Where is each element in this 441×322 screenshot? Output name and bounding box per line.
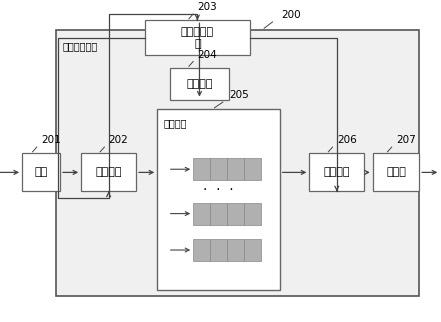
Text: 201: 201 xyxy=(41,136,61,146)
Bar xyxy=(244,203,261,225)
Text: 200: 200 xyxy=(281,10,301,20)
Bar xyxy=(81,153,136,191)
Text: 206: 206 xyxy=(337,136,356,146)
Bar xyxy=(244,158,261,180)
Bar xyxy=(244,239,261,261)
Text: 报文: 报文 xyxy=(34,167,48,177)
Text: 存储报文: 存储报文 xyxy=(95,167,122,177)
Bar xyxy=(210,158,227,180)
Text: 缓存资源管
理: 缓存资源管 理 xyxy=(181,27,214,49)
Bar xyxy=(309,153,364,191)
Text: 队列调度: 队列调度 xyxy=(324,167,350,177)
Text: 207: 207 xyxy=(396,136,416,146)
Bar xyxy=(157,109,280,289)
Bar xyxy=(170,68,229,99)
Text: ·  ·  ·: · · · xyxy=(203,183,234,197)
Text: 缓存空间: 缓存空间 xyxy=(186,79,213,89)
Bar xyxy=(210,203,227,225)
Text: 205: 205 xyxy=(229,90,249,99)
Bar xyxy=(56,30,419,296)
Text: 流量管理引擎: 流量管理引擎 xyxy=(62,41,97,51)
Bar xyxy=(210,239,227,261)
Text: 203: 203 xyxy=(198,3,217,13)
Bar xyxy=(193,158,210,180)
Text: 取报文: 取报文 xyxy=(386,167,406,177)
Text: 队列管理: 队列管理 xyxy=(164,118,187,128)
Bar xyxy=(193,203,210,225)
Bar xyxy=(227,203,244,225)
Bar xyxy=(193,239,210,261)
Bar xyxy=(373,153,419,191)
Bar xyxy=(227,239,244,261)
Bar xyxy=(22,153,60,191)
Bar xyxy=(145,20,250,55)
Bar xyxy=(227,158,244,180)
Text: 202: 202 xyxy=(108,136,128,146)
Text: 204: 204 xyxy=(198,50,217,60)
